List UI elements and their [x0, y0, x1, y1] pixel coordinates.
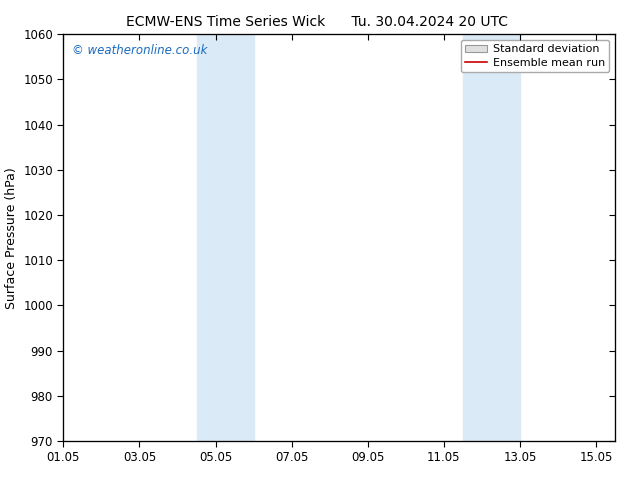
Legend: Standard deviation, Ensemble mean run: Standard deviation, Ensemble mean run [460, 40, 609, 72]
Bar [197, 34, 254, 441]
Y-axis label: Surface Pressure (hPa): Surface Pressure (hPa) [4, 167, 18, 309]
Text: ECMW-ENS Time Series Wick      Tu. 30.04.2024 20 UTC: ECMW-ENS Time Series Wick Tu. 30.04.2024… [126, 15, 508, 29]
Bar [463, 34, 520, 441]
Text: © weatheronline.co.uk: © weatheronline.co.uk [72, 45, 207, 57]
